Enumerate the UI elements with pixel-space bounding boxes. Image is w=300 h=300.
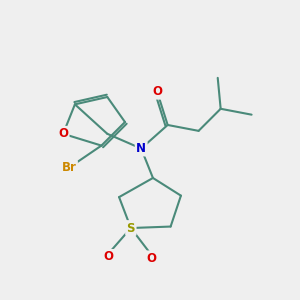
Text: O: O — [104, 250, 114, 263]
Text: O: O — [152, 85, 162, 98]
Text: S: S — [127, 221, 135, 235]
Text: O: O — [58, 127, 68, 140]
Text: O: O — [146, 252, 157, 265]
Text: N: N — [136, 142, 146, 155]
Text: Br: Br — [61, 161, 76, 174]
